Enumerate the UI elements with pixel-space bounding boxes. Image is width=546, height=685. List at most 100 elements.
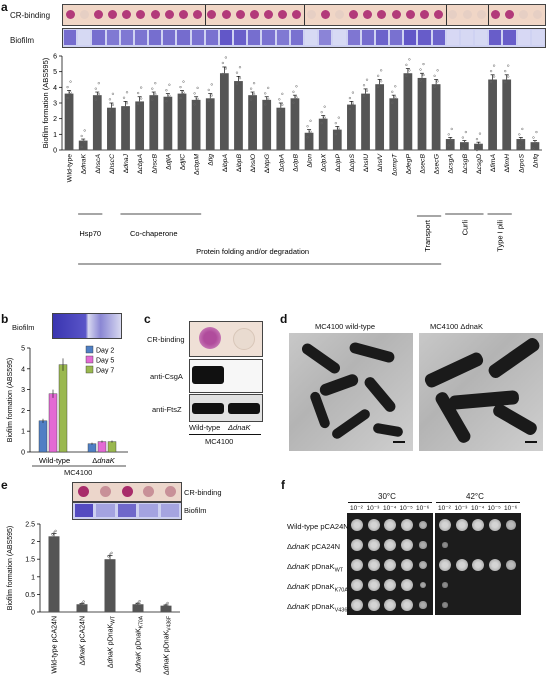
spot-0-2-2	[384, 559, 396, 571]
bar-a-19	[332, 129, 342, 150]
dot-a-4-0	[122, 107, 126, 110]
spot-0-4-2	[384, 599, 396, 611]
dot-a-24-3	[408, 58, 411, 61]
group-label-2: Protein folding and/or degradation	[196, 247, 309, 256]
strain-label-b: MC4100	[64, 468, 93, 477]
dot-a-29-2	[475, 137, 479, 141]
bar-b-1-2	[107, 441, 117, 453]
cr-colony-0	[65, 10, 75, 19]
dot-a-7-0	[165, 100, 168, 103]
dilution-label-0-1: 10⁻³	[366, 505, 380, 512]
dot-a-9-3	[196, 86, 199, 90]
spot-1-0-0	[439, 519, 451, 531]
dot-a-26-1	[436, 80, 439, 83]
dot-e-2-2	[110, 551, 113, 555]
bar-a-7	[163, 96, 173, 150]
bar-b-0-0	[38, 420, 48, 453]
biofilm-lane-25	[418, 30, 431, 45]
dot-a-15-0	[278, 109, 281, 112]
biofilm-lane-22	[375, 30, 389, 45]
biofilm-lane-17	[305, 30, 318, 45]
spot-0-2-3	[400, 559, 413, 571]
xtick-label-e-0: Wild-type pCA24N	[52, 616, 59, 674]
bar-a-4	[121, 106, 130, 150]
bar-a-8	[177, 93, 187, 150]
spot-0-4-1	[367, 599, 380, 611]
dot-a-18-1	[323, 116, 326, 119]
blot-csga-label: anti-CsgA	[150, 372, 183, 381]
dot-a-0-0	[66, 96, 69, 100]
cr-colony-31	[505, 10, 515, 19]
dot-a-25-2	[419, 68, 422, 71]
biofilm-lane-19	[333, 30, 346, 45]
cr-colony-16	[292, 10, 302, 19]
cr-colony-21	[363, 10, 373, 19]
dot-a-20-0	[348, 107, 352, 111]
dot-a-28-1	[464, 141, 468, 145]
strip-divider-0	[204, 5, 206, 25]
bar-a-28	[459, 142, 469, 150]
dot-a-31-3	[507, 64, 510, 67]
dot-a-6-1	[154, 92, 157, 96]
dot-a-22-1	[379, 80, 383, 83]
cr-colony-6	[150, 10, 160, 19]
biofilm-strip-e	[72, 502, 182, 520]
spot-0-1-2	[384, 539, 396, 551]
ytick-label-a-4: 4	[53, 85, 57, 92]
dilution-label-1-2: 10⁻⁴	[471, 505, 485, 512]
dot-a-17-1	[309, 130, 312, 133]
bar-a-6	[149, 95, 159, 150]
spot-0-2-0	[351, 559, 363, 571]
panel-c-letter: c	[144, 312, 151, 326]
xtick-label-e-4: ΔdnaK pDnaKV436F	[164, 616, 173, 675]
dot-a-30-1	[492, 75, 496, 78]
spot-0-3-0	[351, 579, 363, 591]
spot-1-4-0	[442, 602, 448, 608]
xtick-label-a-31: ΔfimH	[504, 154, 511, 173]
cr-colony-e-3	[143, 486, 155, 497]
dot-e-3-1	[136, 601, 140, 605]
xtick-label-a-9: ΔcbpM	[194, 154, 201, 176]
dot-a-10-0	[207, 99, 210, 103]
dot-a-1-3	[83, 129, 86, 132]
dot-a-3-1	[111, 103, 115, 106]
cr-colony-10	[207, 10, 217, 19]
bar-a-24	[403, 73, 413, 150]
spot-0-3-1	[367, 579, 380, 591]
dot-e-1-0	[79, 603, 82, 607]
dilution-label-0-3: 10⁻⁵	[399, 505, 413, 512]
bar-a-2	[92, 95, 102, 150]
dot-a-12-1	[238, 77, 242, 80]
dot-a-14-2	[264, 92, 267, 95]
dot-e-2-0	[107, 555, 110, 558]
dot-a-25-0	[419, 79, 422, 82]
cr-colony-30	[490, 10, 500, 19]
dot-a-33-0	[532, 147, 535, 150]
bar-a-32	[516, 139, 526, 150]
spot-1-0-4	[506, 520, 516, 530]
biofilm-lane-1	[78, 30, 91, 45]
spot-0-2-1	[367, 559, 380, 571]
biofilm-lane-12	[234, 30, 247, 45]
spot-1-3-0	[442, 582, 448, 588]
dot-a-28-0	[461, 147, 465, 150]
colony-wildtype	[199, 327, 221, 349]
bar-a-17	[304, 132, 314, 150]
dot-e-0-1	[52, 531, 56, 534]
cr-colony-27	[448, 10, 458, 19]
cr-colony-19	[334, 10, 344, 19]
biofilm-lane-18	[319, 30, 332, 45]
xtick-label-a-33: Δhfq	[532, 154, 539, 168]
dot-a-15-2	[278, 98, 281, 101]
bar-a-26	[431, 84, 441, 150]
dot-a-12-3	[238, 66, 242, 69]
cr-colony-32	[519, 10, 529, 19]
strain-row-label-3: ΔdnaK pDnaKK70A	[287, 582, 349, 594]
colony-dnak	[233, 328, 255, 350]
xtick-label-a-27: ΔcsgA	[448, 154, 455, 174]
xtick-label-b-0: Wild-type	[39, 456, 70, 465]
ftsz-band-wildtype	[192, 403, 224, 414]
micrograph-title-wildtype: MC4100 wild-type	[315, 322, 376, 331]
bar-b-0-2	[58, 364, 68, 453]
dot-e-3-2	[138, 599, 141, 603]
